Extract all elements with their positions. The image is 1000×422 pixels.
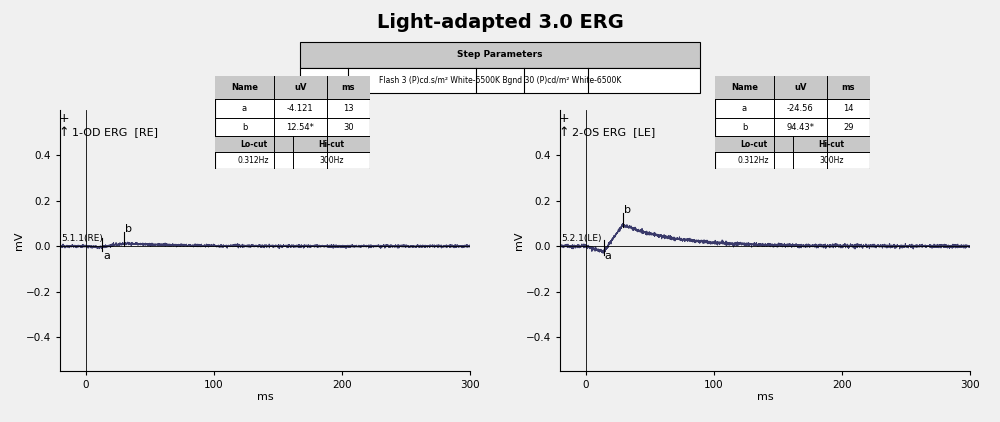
Text: a: a <box>605 251 612 261</box>
Bar <box>215 136 370 152</box>
Bar <box>300 42 700 68</box>
Text: 5.2.1(LE): 5.2.1(LE) <box>561 234 602 243</box>
Text: Step Parameters: Step Parameters <box>457 50 543 60</box>
Text: b: b <box>624 206 631 215</box>
Y-axis label: mV: mV <box>14 231 24 250</box>
Text: 14: 14 <box>843 104 854 113</box>
Bar <box>300 68 700 93</box>
Text: b: b <box>742 122 747 132</box>
Text: +: + <box>59 112 69 125</box>
Text: Hi-cut: Hi-cut <box>818 140 844 149</box>
Text: 29: 29 <box>843 122 854 132</box>
Bar <box>715 136 870 152</box>
Text: Hi-cut: Hi-cut <box>318 140 344 149</box>
Text: 12.54*: 12.54* <box>286 122 314 132</box>
Text: 1-OD ERG  [RE]: 1-OD ERG [RE] <box>72 127 158 138</box>
Text: 0.312Hz: 0.312Hz <box>238 156 270 165</box>
Text: 2-OS ERG  [LE]: 2-OS ERG [LE] <box>572 127 655 138</box>
Text: ↑: ↑ <box>59 126 69 139</box>
Y-axis label: mV: mV <box>514 231 524 250</box>
Text: -4.121: -4.121 <box>287 104 314 113</box>
Text: 0.312Hz: 0.312Hz <box>738 156 770 165</box>
Text: uV: uV <box>294 83 306 92</box>
Text: 13: 13 <box>343 104 354 113</box>
Text: 94.43*: 94.43* <box>786 122 814 132</box>
Bar <box>215 76 370 99</box>
Text: -24.56: -24.56 <box>787 104 814 113</box>
Text: Lo-cut: Lo-cut <box>240 140 267 149</box>
Text: +: + <box>559 112 569 125</box>
Text: uV: uV <box>794 83 806 92</box>
Text: a: a <box>242 104 247 113</box>
Text: Light-adapted 3.0 ERG: Light-adapted 3.0 ERG <box>377 13 623 32</box>
Text: b: b <box>242 122 247 132</box>
Text: ms: ms <box>342 83 355 92</box>
Text: Name: Name <box>731 83 758 92</box>
Text: 5.1.1(RE): 5.1.1(RE) <box>61 234 103 243</box>
Text: 30: 30 <box>343 122 354 132</box>
Text: b: b <box>125 224 132 234</box>
Text: ms: ms <box>842 83 855 92</box>
Text: a: a <box>104 251 110 261</box>
Text: Flash 3 (P)cd.s/m² White-6500K Bgnd 30 (P)cd/m² White-6500K: Flash 3 (P)cd.s/m² White-6500K Bgnd 30 (… <box>379 76 621 85</box>
Text: Name: Name <box>231 83 258 92</box>
X-axis label: ms: ms <box>257 392 273 402</box>
Text: 300Hz: 300Hz <box>319 156 344 165</box>
X-axis label: ms: ms <box>757 392 773 402</box>
Bar <box>715 76 870 99</box>
Text: Lo-cut: Lo-cut <box>740 140 767 149</box>
Text: ↑: ↑ <box>559 126 569 139</box>
Text: a: a <box>742 104 747 113</box>
Text: 300Hz: 300Hz <box>819 156 844 165</box>
